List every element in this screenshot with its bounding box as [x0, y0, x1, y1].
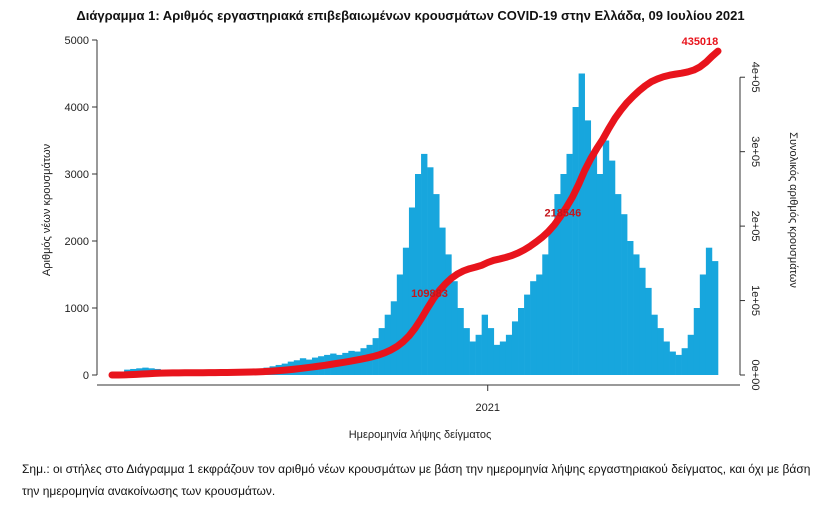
bar — [687, 334, 695, 375]
bar — [627, 241, 634, 375]
bar — [633, 254, 640, 375]
bar — [445, 254, 452, 375]
bar — [602, 140, 610, 375]
axes: 0 1000 2000 3000 4000 5000 0e+00 1e+05 2e+05 3e+0… — [65, 35, 761, 414]
bar — [681, 348, 688, 375]
bar — [511, 321, 519, 375]
bar — [451, 281, 458, 375]
y2-tick-label: 3e+05 — [749, 136, 761, 167]
bar — [493, 344, 501, 375]
chart-title: Διάγραμμα 1: Αριθμός εργαστηριακά επιβεβ… — [76, 8, 745, 23]
bar — [657, 328, 664, 375]
y-tick-label: 5000 — [65, 35, 89, 47]
bar — [675, 354, 682, 375]
y-tick-label: 4000 — [65, 102, 89, 114]
bar — [699, 274, 707, 375]
y-tick-label: 0 — [83, 370, 89, 382]
y-axis-label: Αριθμός νέων κρουσμάτων — [41, 143, 53, 276]
x-axis-label: Ημερομηνία λήψης δείγματος — [349, 429, 492, 441]
bar — [560, 174, 567, 375]
bar — [705, 247, 713, 375]
bar — [469, 341, 476, 375]
bar — [572, 107, 579, 375]
bar — [536, 274, 543, 375]
bar — [554, 194, 561, 375]
bar — [639, 267, 646, 375]
bar — [614, 194, 622, 375]
bar — [439, 227, 446, 375]
bar — [505, 334, 513, 375]
bar — [548, 227, 555, 375]
bar — [433, 194, 440, 375]
bar — [645, 287, 652, 375]
y-tick-label: 2000 — [65, 236, 89, 248]
bar — [590, 153, 598, 375]
x-tick-label: 2021 — [475, 402, 499, 414]
bar — [384, 314, 392, 375]
bar — [530, 281, 537, 375]
bar — [584, 120, 592, 376]
chart-area: 109883 218546 435018 0 1000 2000 3000 4000 5000… — [41, 35, 799, 441]
bar — [608, 160, 616, 375]
y2-axis-label: Συνολικός αριθμός κρουσμάτων — [787, 132, 799, 288]
bar — [578, 73, 585, 375]
annotation-label: 109883 — [411, 288, 448, 300]
bar — [596, 174, 604, 375]
bar — [481, 314, 489, 375]
bar — [669, 351, 676, 375]
bar — [542, 254, 549, 375]
bar — [663, 341, 670, 375]
bar — [427, 167, 434, 375]
bar — [487, 328, 495, 375]
bar — [421, 153, 428, 375]
bar — [621, 214, 628, 375]
y-tick-label: 1000 — [65, 303, 89, 315]
annotation-label: 435018 — [682, 36, 719, 48]
y-tick-label: 3000 — [65, 169, 89, 181]
bar — [415, 174, 422, 375]
bars: 109883 218546 435018 — [108, 36, 722, 379]
bar — [463, 328, 470, 375]
bar — [711, 261, 719, 375]
annotation-label: 218546 — [545, 207, 582, 219]
y2-tick-label: 1e+05 — [749, 285, 761, 316]
bar — [524, 294, 531, 375]
bar — [408, 207, 416, 375]
bar — [518, 308, 525, 375]
bar — [396, 274, 404, 375]
bar — [402, 247, 410, 375]
y2-tick-label: 2e+05 — [749, 211, 761, 242]
footnote: Σημ.: οι στήλες στο Διάγραμμα 1 εκφράζου… — [22, 462, 811, 498]
y2-tick-label: 0e+00 — [749, 360, 761, 391]
bar — [390, 301, 398, 375]
bar — [693, 308, 701, 375]
bar — [651, 314, 658, 375]
bar — [566, 153, 573, 375]
bar — [499, 341, 507, 375]
bar — [457, 308, 464, 375]
cumulative-line — [108, 47, 722, 379]
bar — [475, 334, 482, 375]
y2-tick-label: 4e+05 — [749, 62, 761, 93]
